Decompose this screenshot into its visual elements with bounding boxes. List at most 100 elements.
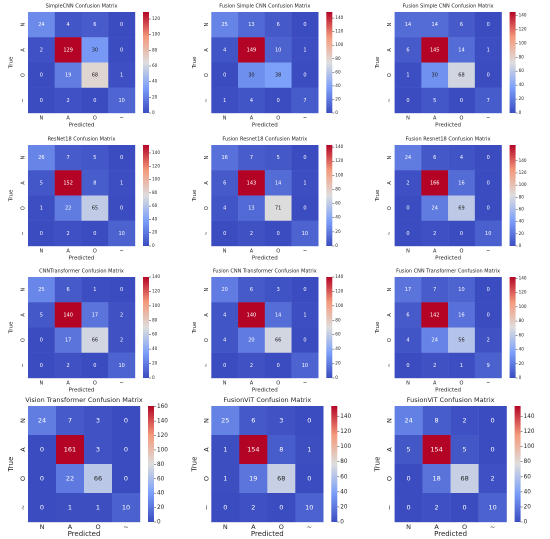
heatmap-cell xyxy=(28,302,55,328)
colorbar-tick-label: 140 xyxy=(152,274,160,279)
colorbar-tick-label: 140 xyxy=(340,414,351,420)
heatmap-cell xyxy=(421,277,449,303)
heatmap-cell xyxy=(448,302,476,328)
heatmap-cell xyxy=(211,12,239,38)
y-tick-label: O xyxy=(387,338,393,342)
cell-label: 19 xyxy=(249,475,257,483)
colorbar-tick-label: 40 xyxy=(524,489,532,495)
heatmap-cell xyxy=(291,352,319,379)
heatmap-cell xyxy=(448,220,476,247)
y-tick-label: O xyxy=(202,476,210,481)
x-axis-label: Predicted xyxy=(435,123,461,129)
cell-label: 0 xyxy=(40,338,43,344)
cell-label: 0 xyxy=(303,206,306,212)
y-tick-label: A xyxy=(387,181,393,185)
y-tick-label: A xyxy=(386,447,394,452)
y-tick-label: A xyxy=(19,447,27,452)
heatmap-cell xyxy=(28,37,55,63)
y-tick-label: A xyxy=(204,48,210,52)
cell-label: 13 xyxy=(248,206,254,212)
cell-label: 20 xyxy=(248,338,254,344)
x-tick-label: N xyxy=(40,523,45,531)
heatmap-cell xyxy=(394,406,423,436)
heatmap-cell xyxy=(54,220,82,247)
cell-label: 2 xyxy=(435,504,439,512)
heatmap-cell xyxy=(474,62,502,88)
heatmap-cell xyxy=(422,435,451,465)
y-tick-label: N xyxy=(387,288,393,292)
chart-title: Fusion CNN Transformer Confusion Matrix xyxy=(213,269,317,275)
heatmap-cell xyxy=(291,87,319,114)
cell-label: 0 xyxy=(460,98,463,104)
colorbar xyxy=(143,277,149,378)
heatmap-cell xyxy=(84,406,113,436)
heatmap-cell xyxy=(112,464,141,494)
heatmap-cell xyxy=(422,464,451,494)
y-tick-label: N xyxy=(204,156,210,160)
heatmap-cell xyxy=(108,352,136,379)
heatmap-cell xyxy=(84,493,113,523)
heatmap-cell xyxy=(81,352,109,379)
y-tick-label: ~ xyxy=(387,231,393,235)
heatmap-cell xyxy=(474,145,502,171)
cell-label: 0 xyxy=(307,417,311,425)
y-tick-label: O xyxy=(19,476,27,481)
cell-label: 5 xyxy=(463,446,467,454)
cell-label: 7 xyxy=(303,98,306,104)
cell-label: 0 xyxy=(124,475,128,483)
x-tick-label: O xyxy=(93,249,97,255)
y-tick-label: ~ xyxy=(387,98,393,102)
x-axis-label: Predicted xyxy=(69,388,95,394)
cell-label: 10 xyxy=(485,231,491,237)
cell-label: 2 xyxy=(433,363,436,369)
cell-label: 0 xyxy=(487,287,490,293)
heatmap-cell xyxy=(28,12,55,38)
cell-label: 1 xyxy=(303,312,306,318)
colorbar-tick-label: 20 xyxy=(335,96,341,101)
cell-label: 14 xyxy=(405,22,411,28)
cell-label: 0 xyxy=(487,180,490,186)
colorbar xyxy=(326,145,333,246)
x-tick-label: N xyxy=(40,116,44,122)
colorbar-tick-label: 40 xyxy=(519,82,525,87)
colorbar-tick-label: 60 xyxy=(519,206,525,211)
heatmap-cell xyxy=(28,220,55,247)
cell-label: 14 xyxy=(275,180,281,186)
heatmap-cell xyxy=(448,170,476,196)
heatmap-cell xyxy=(238,352,265,379)
y-axis-label: True xyxy=(7,457,15,473)
cell-label: 22 xyxy=(65,206,71,212)
cell-label: 22 xyxy=(66,475,74,483)
colorbar-tick-label: 140 xyxy=(524,414,535,420)
chart-title: Fusion Simple CNN Confusion Matrix xyxy=(403,4,494,10)
heatmap-cell xyxy=(211,170,239,196)
cell-label: 1 xyxy=(406,73,409,79)
colorbar-tick-label: 20 xyxy=(152,94,158,99)
heatmap-cell xyxy=(211,220,239,247)
x-tick-label: ~ xyxy=(120,381,124,387)
cell-label: 56 xyxy=(458,338,464,344)
cell-label: 30 xyxy=(248,73,254,79)
cell-label: 24 xyxy=(404,417,412,425)
x-tick-label: N xyxy=(406,381,410,387)
heatmap-cell xyxy=(56,464,85,494)
y-axis-label: True xyxy=(9,189,15,202)
heatmap-cell xyxy=(450,406,479,436)
heatmap-cell xyxy=(238,170,265,196)
cell-label: 0 xyxy=(124,417,128,425)
x-tick-label: O xyxy=(460,116,464,122)
cell-label: 0 xyxy=(491,417,495,425)
heatmap-cell xyxy=(108,277,136,303)
x-tick-label: O xyxy=(276,116,280,122)
x-tick-label: ~ xyxy=(486,116,490,122)
x-tick-label: A xyxy=(433,249,437,255)
cell-label: 10 xyxy=(118,363,124,369)
x-tick-label: N xyxy=(223,116,227,122)
heatmap-cell xyxy=(448,62,476,88)
heatmap-cell xyxy=(112,493,141,523)
colorbar-tick-label: 120 xyxy=(519,290,527,295)
cell-label: 6 xyxy=(93,22,96,28)
heatmap-cell xyxy=(28,87,55,114)
colorbar xyxy=(326,12,333,113)
cell-label: 142 xyxy=(430,312,440,318)
